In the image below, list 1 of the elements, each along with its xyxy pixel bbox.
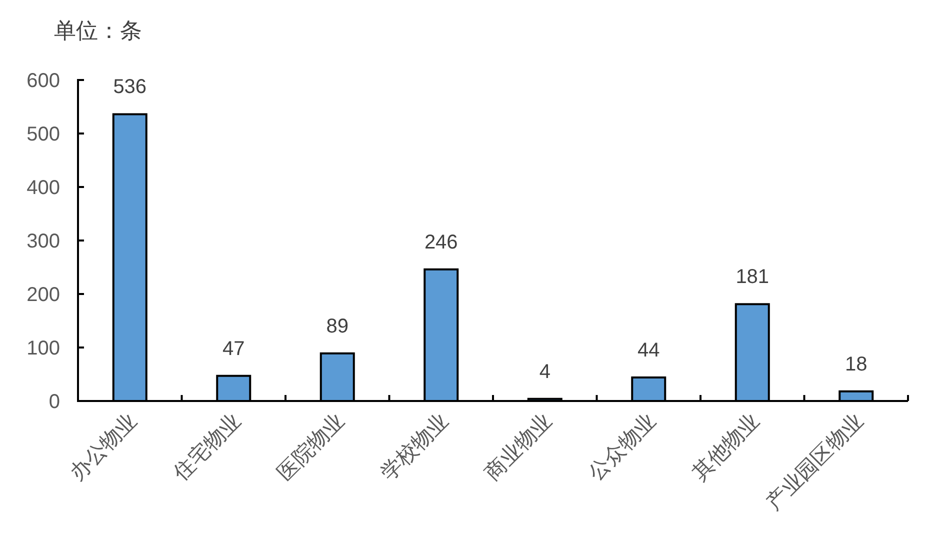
ylabel: 单位：条 (54, 18, 142, 43)
